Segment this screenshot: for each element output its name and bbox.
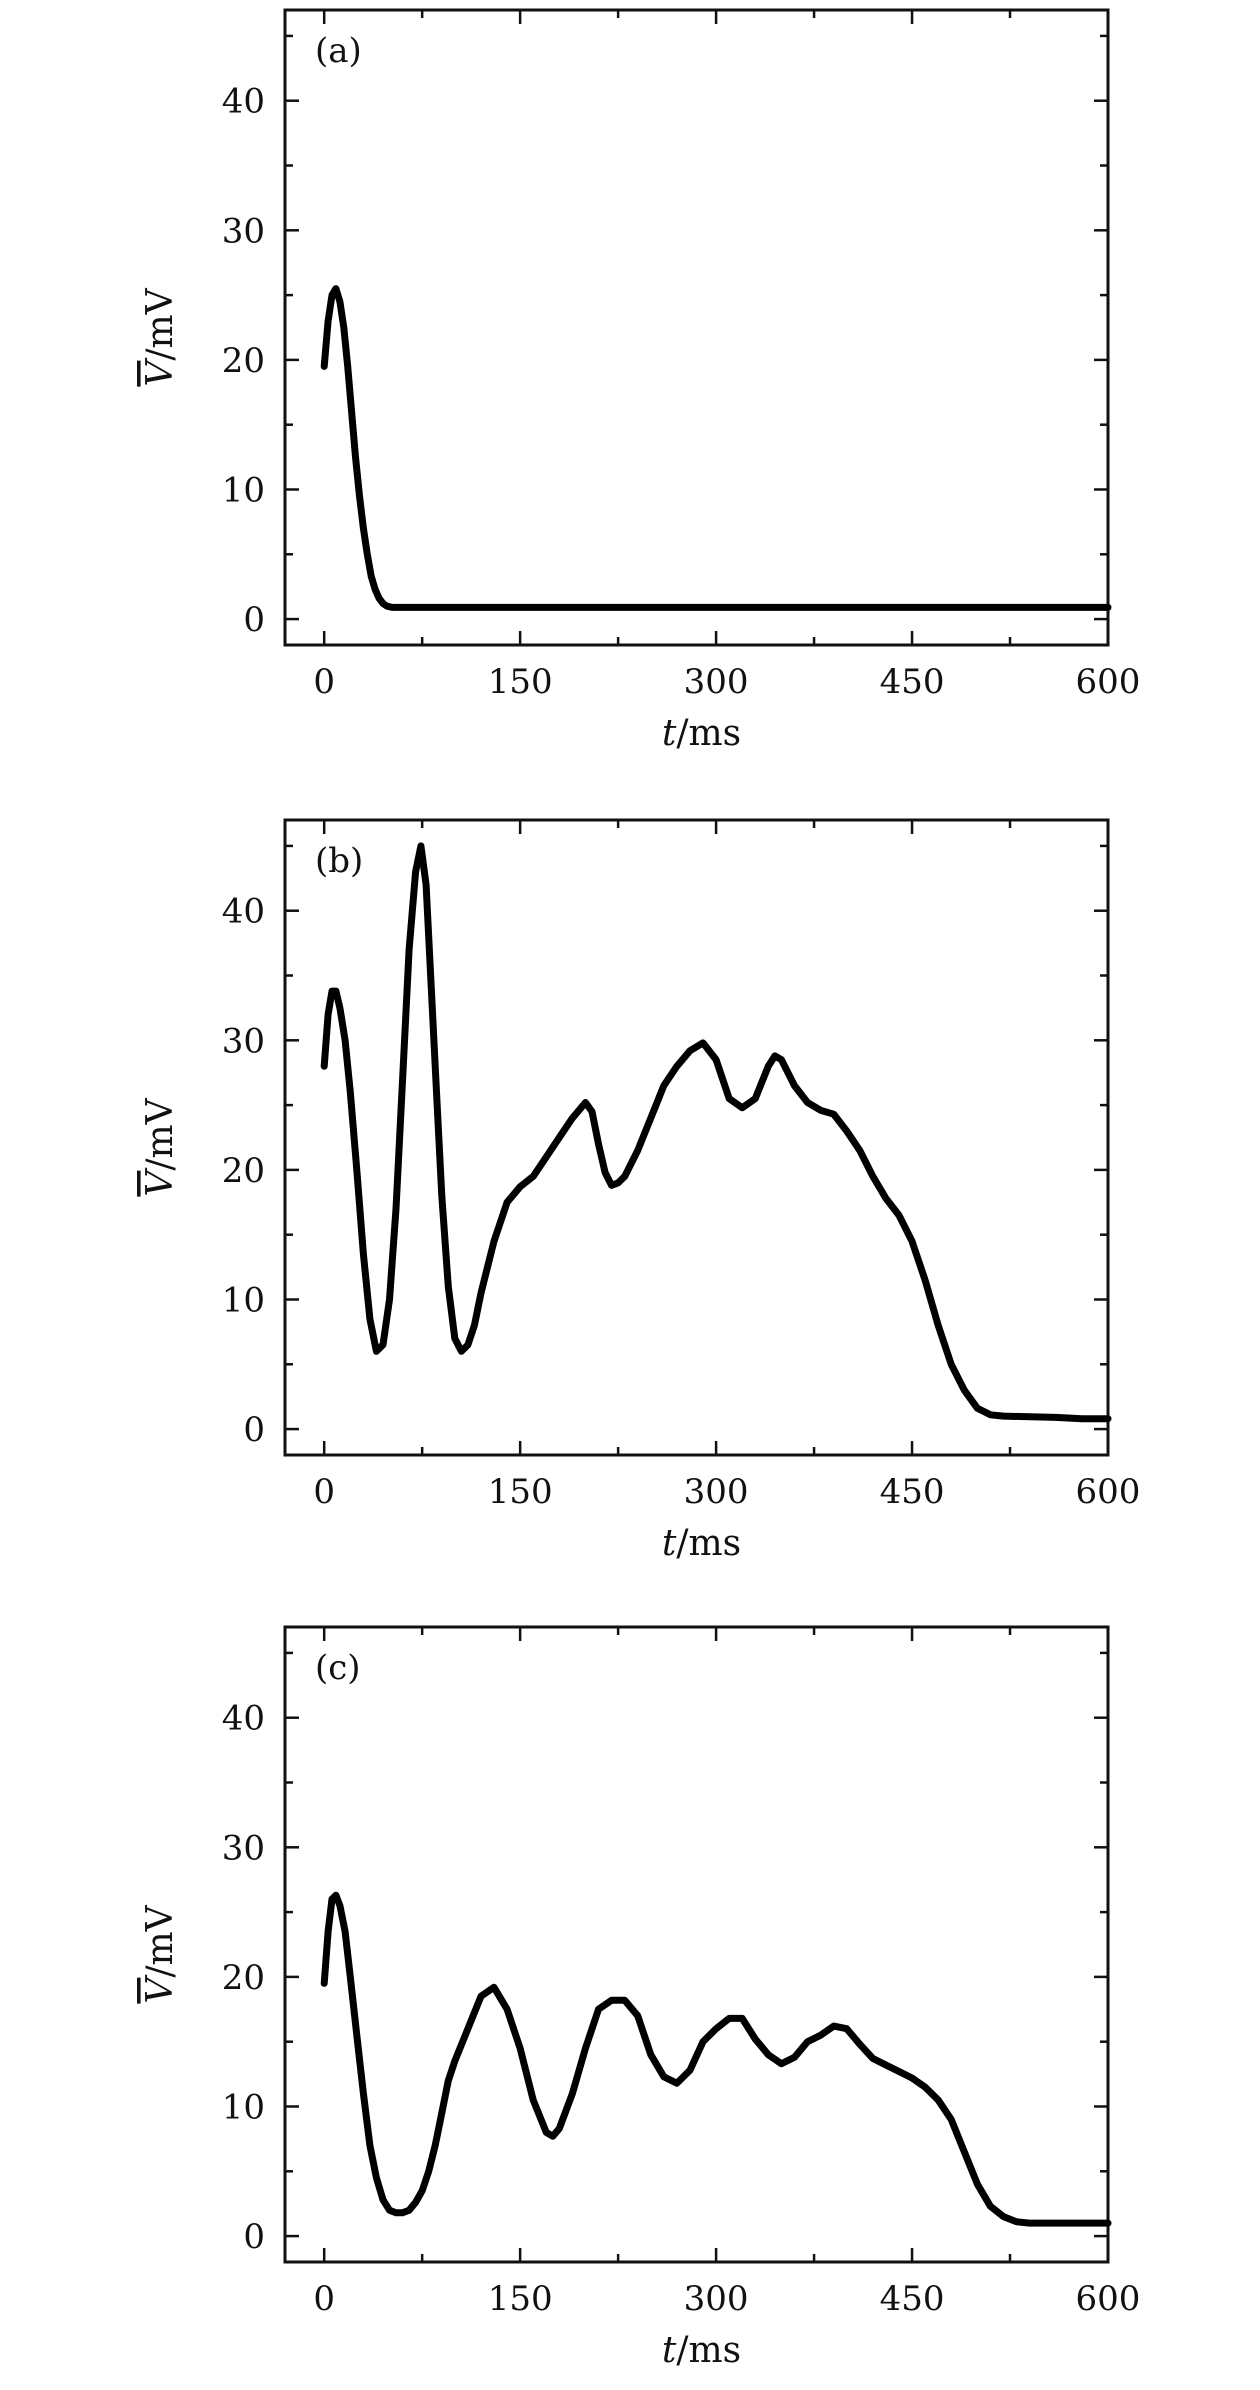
x-tick-label: 600 [1076,662,1141,702]
y-tick-label: 30 [222,1021,265,1061]
x-axis-title: t/ms [662,713,741,754]
x-tick-label: 450 [880,2279,945,2319]
y-tick-label: 0 [243,2217,265,2257]
x-axis-title: t/ms [662,1523,741,1564]
panel-label: (b) [315,841,363,881]
panel-c: 0 150 300 450 600 0 10 20 30 40 (c) t/ms V/mV [140,1625,1141,2371]
x-tick-label: 150 [488,2279,553,2319]
series-line [320,842,1112,1423]
series-line [320,1891,1112,2227]
y-axis-unit: /mV [140,287,181,360]
y-tick-label: 10 [222,470,265,510]
y-tick-label: 0 [243,600,265,640]
x-tick-label: 150 [488,1472,553,1512]
y-axis-unit: /mV [140,1904,181,1977]
x-axis-variable: t [662,1523,677,1564]
y-axis-title: V/mV [140,1904,181,2003]
panel-label: (c) [315,1648,361,1688]
x-tick-label: 600 [1076,1472,1141,1512]
x-tick-label: 450 [880,1472,945,1512]
y-tick-label: 10 [222,2087,265,2127]
y-tick-label: 20 [222,1151,265,1191]
panel-b: 0 150 300 450 600 0 10 20 30 40 (b) t/ms V/mV [140,818,1141,1564]
x-tick-label: 300 [684,1472,749,1512]
y-axis-variable: V [140,357,181,387]
y-axis-unit: /mV [140,1097,181,1170]
y-tick-label: 40 [222,1699,265,1739]
x-axis-unit: /ms [676,713,741,754]
y-axis-title: V/mV [140,1097,181,1196]
x-tick-label: 300 [684,662,749,702]
y-tick-label: 20 [222,1958,265,1998]
series-line [320,285,1112,611]
y-tick-label: 10 [222,1280,265,1320]
y-axis-variable: V [140,1167,181,1197]
y-tick-label: 0 [243,1410,265,1450]
x-tick-label: 0 [313,1472,335,1512]
y-tick-label: 40 [222,82,265,122]
x-tick-label: 300 [684,2279,749,2319]
x-axis-variable: t [662,713,677,754]
y-axis-title: V/mV [140,287,181,386]
y-tick-label: 30 [222,1828,265,1868]
y-tick-label: 30 [222,211,265,251]
panel-a: 0 150 300 450 600 0 10 20 30 40 (a) t/ms V/mV [140,8,1141,754]
x-tick-label: 0 [313,2279,335,2319]
x-tick-label: 150 [488,662,553,702]
plot-frame [283,8,1110,647]
plot-frame [283,1625,1110,2264]
plot-frame [283,818,1110,1457]
x-axis-unit: /ms [676,1523,741,1564]
x-axis-variable: t [662,2330,677,2371]
x-tick-label: 0 [313,662,335,702]
y-tick-label: 20 [222,341,265,381]
panel-label: (a) [315,31,362,71]
y-axis-variable: V [140,1974,181,2004]
y-tick-label: 40 [222,892,265,932]
x-tick-label: 600 [1076,2279,1141,2319]
x-tick-label: 450 [880,662,945,702]
x-axis-unit: /ms [676,2330,741,2371]
x-axis-title: t/ms [662,2330,741,2371]
